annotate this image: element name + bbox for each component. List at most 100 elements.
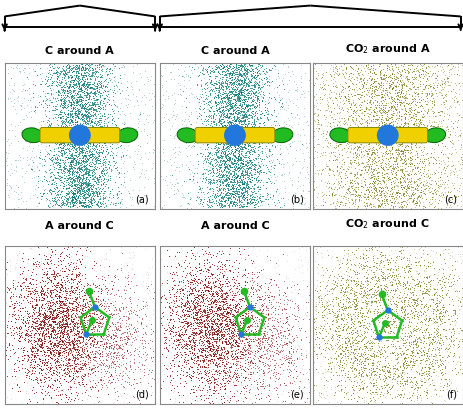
Point <box>253 178 261 185</box>
Point <box>26 279 34 286</box>
Point <box>116 111 124 117</box>
Point <box>88 365 95 372</box>
Point <box>58 338 66 344</box>
Point <box>408 301 416 308</box>
Point <box>90 178 98 185</box>
Point <box>438 92 445 98</box>
Point <box>245 155 253 162</box>
Point <box>36 335 44 342</box>
Point <box>114 345 122 352</box>
Point <box>250 117 257 123</box>
Point <box>45 95 53 101</box>
Point <box>276 315 284 322</box>
Point <box>122 290 129 296</box>
Point <box>73 392 81 399</box>
Point <box>40 335 48 342</box>
Point <box>241 167 249 174</box>
Point <box>32 320 40 327</box>
Point <box>252 306 259 312</box>
Point <box>216 75 224 81</box>
Point <box>64 78 72 85</box>
Point <box>62 133 69 140</box>
Point <box>211 179 218 186</box>
Point <box>235 198 243 205</box>
Point <box>81 72 88 79</box>
Point <box>441 143 448 149</box>
Point <box>425 318 432 324</box>
Point <box>44 278 52 285</box>
Point <box>19 81 27 88</box>
Point <box>232 126 239 133</box>
Point <box>272 161 279 168</box>
Point <box>206 160 214 167</box>
Point <box>92 97 99 104</box>
Point <box>376 295 384 301</box>
Point <box>224 143 231 149</box>
Point <box>66 111 73 118</box>
Point <box>447 279 454 286</box>
Point <box>170 318 177 325</box>
Point <box>114 108 122 115</box>
Point <box>24 291 31 298</box>
Point <box>405 128 413 134</box>
Point <box>339 66 346 73</box>
Point <box>90 135 98 141</box>
Point <box>457 154 463 161</box>
Point <box>438 60 445 66</box>
Point <box>8 342 16 348</box>
Point <box>28 303 36 310</box>
Point <box>247 111 254 118</box>
Point <box>144 304 151 311</box>
Point <box>267 335 275 342</box>
Point <box>31 358 39 364</box>
Point <box>17 332 25 338</box>
Point <box>91 138 99 144</box>
Point <box>183 313 191 319</box>
Point <box>361 286 368 293</box>
Point <box>53 383 61 390</box>
Point <box>432 159 439 166</box>
Point <box>400 264 408 271</box>
Point <box>222 152 229 159</box>
Point <box>158 84 166 90</box>
Point <box>338 146 346 153</box>
Point <box>158 351 166 357</box>
Point <box>52 174 60 181</box>
Point <box>96 99 103 106</box>
Point <box>106 340 113 347</box>
Point <box>417 365 424 372</box>
Point <box>328 96 336 103</box>
Point <box>52 365 60 372</box>
Point <box>71 345 78 352</box>
Point <box>152 281 160 288</box>
Point <box>206 351 214 358</box>
Point <box>383 86 390 93</box>
Point <box>393 161 400 167</box>
Point <box>267 79 275 86</box>
Point <box>249 138 256 145</box>
Point <box>371 354 378 361</box>
Point <box>317 202 324 209</box>
Point <box>120 118 127 125</box>
Point <box>85 292 92 299</box>
Point <box>258 308 265 315</box>
Point <box>59 95 66 102</box>
Point <box>407 183 414 190</box>
Point <box>234 116 241 122</box>
Point <box>80 110 87 117</box>
Point <box>261 122 268 128</box>
Point <box>346 291 353 297</box>
Point <box>6 82 13 89</box>
Point <box>186 348 193 354</box>
Point <box>235 195 243 201</box>
Point <box>101 336 109 342</box>
Point <box>94 181 102 188</box>
Point <box>329 344 337 351</box>
Point <box>214 145 221 151</box>
Point <box>344 264 351 271</box>
Point <box>47 71 54 78</box>
Point <box>96 107 103 114</box>
Point <box>60 326 68 333</box>
Point <box>402 73 409 79</box>
Point <box>383 296 390 302</box>
